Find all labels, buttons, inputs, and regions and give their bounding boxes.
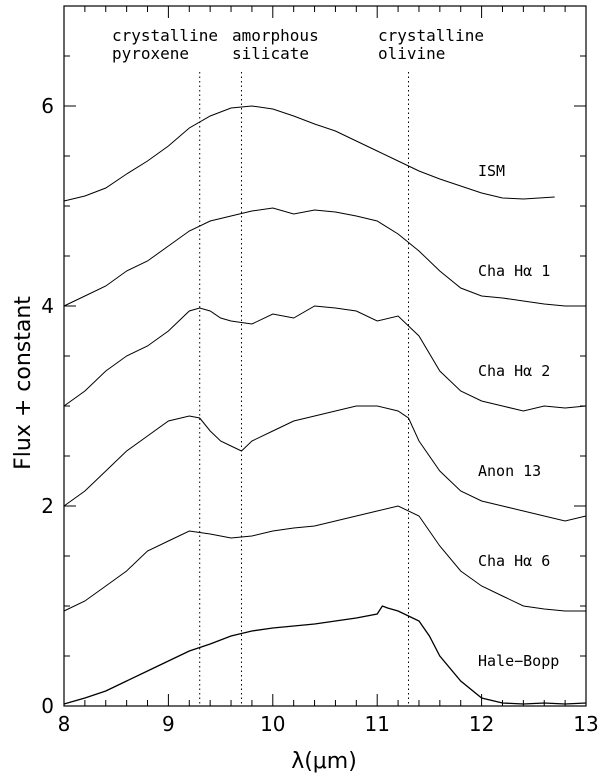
series-line: [63, 305, 587, 412]
series-label: Anon 13: [478, 462, 541, 480]
series-label: Cha Hα 2: [478, 362, 550, 380]
y-tick-label: 6: [41, 94, 54, 118]
series-line: [63, 207, 586, 307]
x-tick-label: 8: [58, 712, 71, 736]
y-axis-title: Flux + constant: [11, 296, 36, 470]
annotation-label: amorphous: [232, 26, 319, 45]
x-tick-label: 13: [573, 712, 598, 736]
x-tick-label: 9: [162, 712, 175, 736]
plot-area: 8 9 10 11 12 130246crystallinepyroxeneamorpho…: [41, 5, 599, 736]
y-tick-label: 2: [41, 494, 54, 518]
y-tick-label: 4: [41, 294, 54, 318]
series-label: ISM: [478, 162, 505, 180]
series-label: Cha Hα 6: [478, 552, 550, 570]
x-tick-label: 10: [260, 712, 285, 736]
annotation-label: silicate: [232, 44, 309, 63]
x-tick-label: 12: [469, 712, 494, 736]
series-label: Cha Hα 1: [478, 262, 550, 280]
series-line: [63, 105, 555, 202]
series-line: [63, 605, 587, 705]
x-tick-label: 11: [364, 712, 389, 736]
annotation-label: crystalline: [378, 26, 484, 45]
annotation-label: crystalline: [112, 26, 218, 45]
annotation-label: olivine: [378, 44, 445, 63]
annotation-label: pyroxene: [112, 44, 189, 63]
series-line: [63, 505, 586, 612]
plot-frame: [63, 5, 587, 707]
y-tick-label: 0: [41, 694, 54, 718]
series-label: Hale−Bopp: [478, 652, 559, 670]
x-axis-title: λ(μm): [291, 749, 357, 774]
series-line: [63, 405, 587, 522]
